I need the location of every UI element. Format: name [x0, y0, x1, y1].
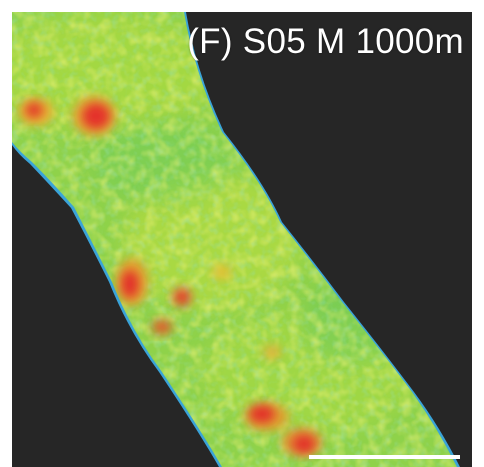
panel-label: (F) S05 M 1000m: [187, 22, 464, 61]
sonar-map-panel: (F) S05 M 1000m: [12, 12, 472, 467]
sonar-map-image: [12, 12, 472, 467]
high-backscatter-patches: [18, 96, 322, 456]
scale-bar: [309, 455, 460, 459]
